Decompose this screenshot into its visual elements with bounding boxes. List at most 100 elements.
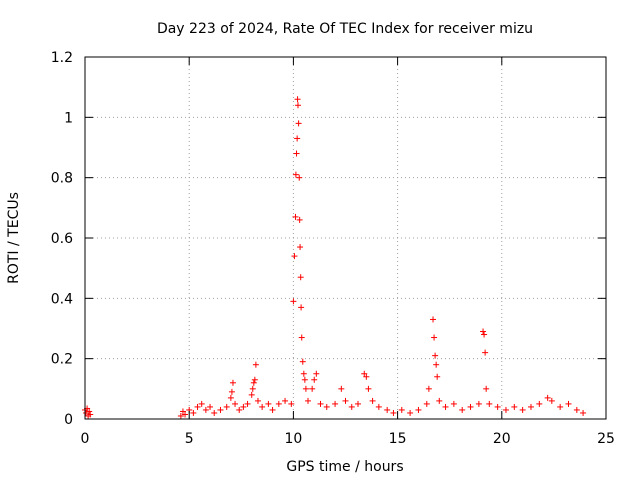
data-point-marker — [434, 373, 441, 380]
data-point-marker — [557, 403, 564, 410]
data-point-marker — [296, 216, 303, 223]
data-point-marker — [293, 150, 300, 157]
data-point-marker — [348, 403, 355, 410]
data-point-marker — [494, 403, 501, 410]
y-tick-label: 0.2 — [51, 352, 73, 368]
data-point-marker — [294, 135, 301, 142]
data-point-marker — [299, 358, 306, 365]
data-point-marker — [259, 403, 266, 410]
data-point-marker — [384, 406, 391, 413]
data-point-marker — [83, 409, 90, 416]
data-point-marker — [227, 394, 234, 401]
y-tick-label: 1.2 — [51, 50, 73, 66]
data-point-marker — [179, 408, 186, 415]
data-point-marker — [486, 400, 493, 407]
x-tick-label: 10 — [284, 431, 302, 447]
chart-title: Day 223 of 2024, Rate Of TEC Index for r… — [157, 21, 533, 37]
data-point-marker — [482, 349, 489, 356]
data-point-marker — [483, 385, 490, 392]
data-point-marker — [198, 400, 205, 407]
data-point-marker — [375, 403, 382, 410]
x-tick-label: 0 — [81, 431, 90, 447]
data-point-marker — [252, 361, 259, 368]
data-point-marker — [275, 400, 282, 407]
y-tick-label: 0.4 — [51, 291, 73, 307]
data-point-marker — [302, 385, 309, 392]
data-point-marker — [338, 385, 345, 392]
data-point-marker — [342, 397, 349, 404]
data-point-marker — [355, 400, 362, 407]
data-point-marker — [317, 400, 324, 407]
data-point-marker — [282, 397, 289, 404]
x-tick-label: 25 — [597, 431, 615, 447]
data-point-marker — [363, 373, 370, 380]
data-point-marker — [194, 403, 201, 410]
y-tick-label: 0 — [64, 412, 73, 428]
data-point-marker — [433, 361, 440, 368]
data-point-marker — [480, 328, 487, 335]
data-point-marker — [251, 376, 258, 383]
data-point-marker — [432, 352, 439, 359]
data-point-marker — [250, 379, 257, 386]
data-point-marker — [361, 370, 368, 377]
data-point-marker — [240, 403, 247, 410]
data-point-marker — [87, 411, 94, 418]
data-point-marker — [511, 403, 518, 410]
data-point-marker — [313, 370, 320, 377]
data-point-marker — [244, 400, 251, 407]
data-point-marker — [459, 406, 466, 413]
data-point-marker — [481, 331, 488, 338]
data-point-marker — [573, 406, 580, 413]
data-point-marker — [265, 400, 272, 407]
data-point-marker — [292, 171, 299, 178]
data-point-marker — [502, 406, 509, 413]
data-point-marker — [298, 304, 305, 311]
data-point-marker — [236, 406, 243, 413]
data-point-marker — [467, 403, 474, 410]
data-point-marker — [519, 406, 526, 413]
data-points — [82, 96, 587, 419]
data-point-marker — [415, 406, 422, 413]
data-point-marker — [298, 334, 305, 341]
data-point-marker — [254, 397, 261, 404]
data-point-marker — [202, 406, 209, 413]
data-point-marker — [228, 388, 235, 395]
data-point-marker — [292, 213, 299, 220]
data-point-marker — [365, 385, 372, 392]
x-tick-label: 15 — [389, 431, 407, 447]
data-point-marker — [249, 385, 256, 392]
data-point-marker — [390, 409, 397, 416]
data-point-marker — [407, 409, 414, 416]
y-tick-label: 0.6 — [51, 231, 73, 247]
data-point-marker — [544, 394, 551, 401]
tick-labels: 0 5 10 15 20 25 0 0.2 0.4 0.6 0.8 1 1.2 — [51, 50, 615, 447]
x-axis-label: GPS time / hours — [286, 459, 403, 475]
data-point-marker — [291, 253, 298, 260]
data-point-marker — [232, 400, 239, 407]
data-point-marker — [182, 411, 189, 418]
data-point-marker — [580, 409, 587, 416]
data-point-marker — [223, 403, 230, 410]
data-point-marker — [297, 274, 304, 281]
y-tick-label: 1 — [64, 110, 73, 126]
data-point-marker — [248, 391, 255, 398]
data-point-marker — [300, 370, 307, 377]
data-point-marker — [548, 397, 555, 404]
y-tick-label: 0.8 — [51, 171, 73, 187]
data-point-marker — [207, 403, 214, 410]
data-point-marker — [475, 400, 482, 407]
data-point-marker — [450, 400, 457, 407]
plot-frame — [84, 56, 607, 420]
data-point-marker — [332, 400, 339, 407]
data-point-marker — [294, 96, 301, 103]
grid-lines — [85, 57, 606, 419]
data-point-marker — [211, 409, 218, 416]
data-point-marker — [309, 385, 316, 392]
data-point-marker — [177, 412, 184, 419]
data-point-marker — [436, 397, 443, 404]
y-axis-label: ROTI / TECUs — [6, 192, 22, 284]
data-point-marker — [217, 406, 224, 413]
data-point-marker — [190, 409, 197, 416]
data-point-marker — [290, 298, 297, 305]
